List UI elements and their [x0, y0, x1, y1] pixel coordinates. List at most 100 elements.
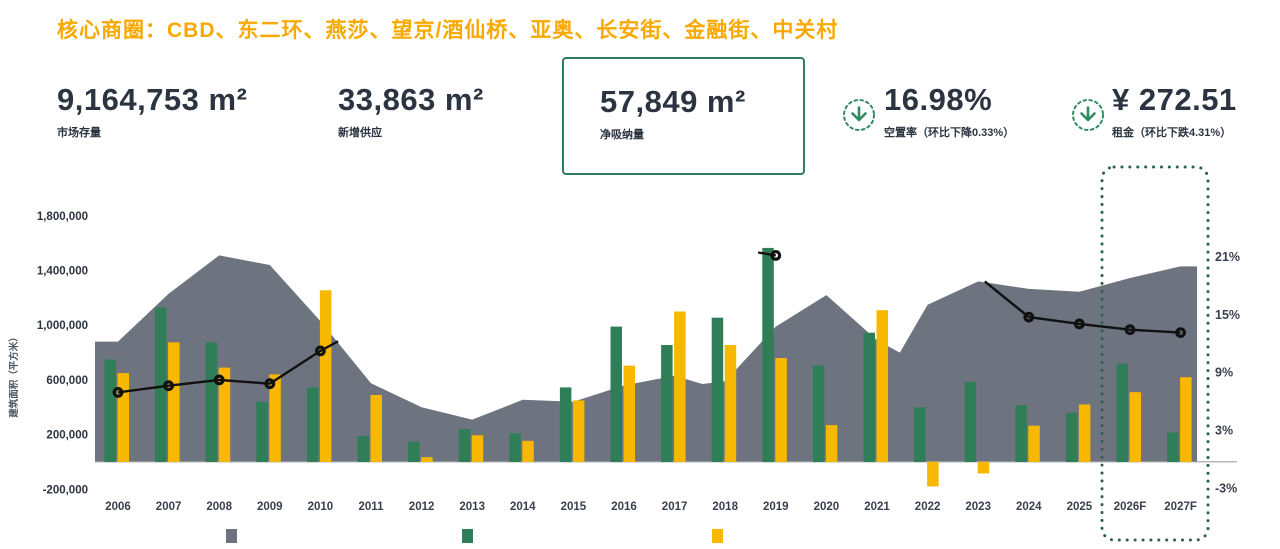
bar-yellow-2013	[471, 435, 484, 462]
bar-green-2015	[559, 387, 572, 462]
year-label-2016: 2016	[611, 501, 637, 513]
bar-yellow-2025	[1078, 404, 1091, 462]
year-label-2020: 2020	[814, 501, 840, 513]
bar-green-2016	[610, 326, 622, 462]
year-label-2010: 2010	[308, 501, 334, 513]
kpi-new-supply-value: 33,863 m²	[338, 82, 484, 117]
bar-yellow-2018	[724, 345, 737, 462]
left-axis-tick: -200,000	[43, 484, 88, 496]
vacancy-marker-2027F	[1175, 327, 1186, 339]
year-label-2008: 2008	[206, 501, 232, 513]
bar-yellow-2022	[927, 461, 939, 487]
bar-green-2023	[964, 382, 977, 462]
bar-green-2008	[205, 342, 218, 462]
bar-green-2012	[408, 441, 420, 462]
bar-green-2006	[104, 359, 116, 462]
year-label-2021: 2021	[864, 501, 890, 513]
kpi-vacancy-value: 16.98%	[884, 82, 993, 117]
year-label-2018: 2018	[712, 501, 738, 513]
bar-green-2014	[509, 433, 521, 462]
bar-yellow-2019	[775, 358, 787, 462]
bar-green-2017	[661, 345, 673, 462]
right-axis-tick: 9%	[1215, 366, 1233, 380]
kpi-new-supply-label: 新增供应	[338, 127, 382, 139]
bar-green-2024	[1015, 405, 1027, 462]
bar-yellow-2010	[319, 290, 332, 462]
left-axis-tick: 600,000	[46, 375, 88, 387]
kpi-net-absorption: 57,849 m² 净吸纳量	[600, 86, 746, 142]
kpi-net-absorption-label: 净吸纳量	[600, 129, 644, 141]
bar-yellow-2023	[977, 461, 990, 474]
forecast-dotted-box	[1100, 165, 1210, 542]
bar-yellow-2026F	[1129, 392, 1141, 462]
vacancy-marker-2026F	[1124, 324, 1136, 336]
year-label-2012: 2012	[409, 501, 435, 513]
bar-yellow-2016	[623, 365, 635, 462]
year-label-2015: 2015	[561, 501, 587, 513]
year-label-2017: 2017	[662, 501, 688, 513]
year-label-2019: 2019	[763, 501, 789, 513]
year-label-2026F: 2026F	[1114, 501, 1147, 513]
vacancy-marker-2007	[163, 380, 175, 392]
kpi-rent: ¥ 272.51 租金（环比下跌4.31%）	[1112, 84, 1237, 140]
year-label-2023: 2023	[965, 501, 991, 513]
down-arrow-circle-icon	[843, 99, 875, 131]
bar-yellow-2006	[117, 373, 129, 462]
right-axis-tick: 3%	[1215, 424, 1233, 438]
legend-swatch-1	[462, 529, 473, 543]
bar-green-2019	[762, 247, 774, 462]
right-axis-tick: 15%	[1215, 308, 1240, 322]
year-label-2011: 2011	[359, 501, 385, 513]
year-label-2013: 2013	[459, 501, 485, 513]
bar-yellow-2027F	[1180, 377, 1192, 462]
bar-green-2013	[458, 429, 471, 462]
left-axis-tick: 1,400,000	[37, 266, 88, 278]
vacancy-marker-2024	[1023, 311, 1035, 323]
kpi-market-stock-label: 市场存量	[57, 127, 101, 139]
down-arrow-circle-icon	[1072, 99, 1104, 131]
bar-green-2007	[155, 307, 167, 462]
bar-yellow-2015	[572, 400, 585, 462]
kpi-rent-value: ¥ 272.51	[1112, 82, 1237, 117]
bar-green-2025	[1065, 412, 1078, 462]
bar-yellow-2009	[269, 374, 281, 462]
bar-yellow-2021	[876, 310, 888, 462]
kpi-market-stock-value: 9,164,753 m²	[57, 82, 248, 117]
year-label-2025: 2025	[1067, 501, 1093, 513]
bar-green-2022	[914, 407, 926, 462]
bar-green-2018	[711, 317, 724, 462]
year-label-2024: 2024	[1016, 501, 1042, 513]
page-title: 核心商圈：CBD、东二环、燕莎、望京/酒仙桥、亚奥、长安街、金融街、中关村	[57, 19, 839, 42]
year-label-2022: 2022	[915, 501, 941, 513]
vacancy-marker-2006	[112, 387, 124, 398]
vacancy-marker-2025	[1073, 318, 1085, 330]
kpi-net-absorption-box: 57,849 m² 净吸纳量	[562, 57, 805, 175]
bar-yellow-2020	[825, 425, 838, 462]
bar-yellow-2014	[522, 440, 534, 462]
bar-green-2021	[863, 332, 875, 462]
bar-green-2009	[256, 401, 268, 462]
left-axis-tick: 200,000	[46, 430, 88, 442]
right-axis-tick: -3%	[1215, 481, 1237, 495]
y-axis-title: 建筑面积（平方米）	[8, 332, 20, 419]
left-axis-tick: 1,800,000	[37, 211, 88, 223]
year-label-2027F: 2027F	[1164, 501, 1197, 513]
kpi-market-stock: 9,164,753 m² 市场存量	[57, 84, 247, 140]
year-label-2007: 2007	[156, 501, 182, 513]
bar-green-2011	[357, 436, 369, 462]
vacancy-marker-2008	[213, 374, 225, 386]
kpi-vacancy-label: 空置率（环比下降0.33%）	[884, 127, 1015, 139]
vacancy-line-segment-2	[984, 280, 1181, 334]
bar-green-2026F	[1116, 363, 1128, 462]
legend-swatch-2	[712, 529, 723, 543]
bar-yellow-2017	[674, 311, 686, 462]
kpi-net-absorption-value: 57,849 m²	[600, 84, 746, 119]
kpi-new-supply: 33,863 m² 新增供应	[338, 84, 484, 140]
kpi-vacancy: 16.98% 空置率（环比下降0.33%）	[884, 84, 1014, 140]
bar-green-2010	[306, 387, 319, 462]
vacancy-marker-2010	[315, 345, 326, 357]
bar-green-2020	[812, 365, 825, 462]
bar-green-2027F	[1167, 432, 1179, 462]
bar-yellow-2012	[421, 457, 433, 462]
